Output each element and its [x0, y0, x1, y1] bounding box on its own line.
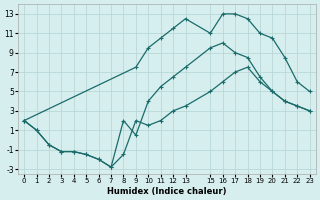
X-axis label: Humidex (Indice chaleur): Humidex (Indice chaleur) [107, 187, 227, 196]
